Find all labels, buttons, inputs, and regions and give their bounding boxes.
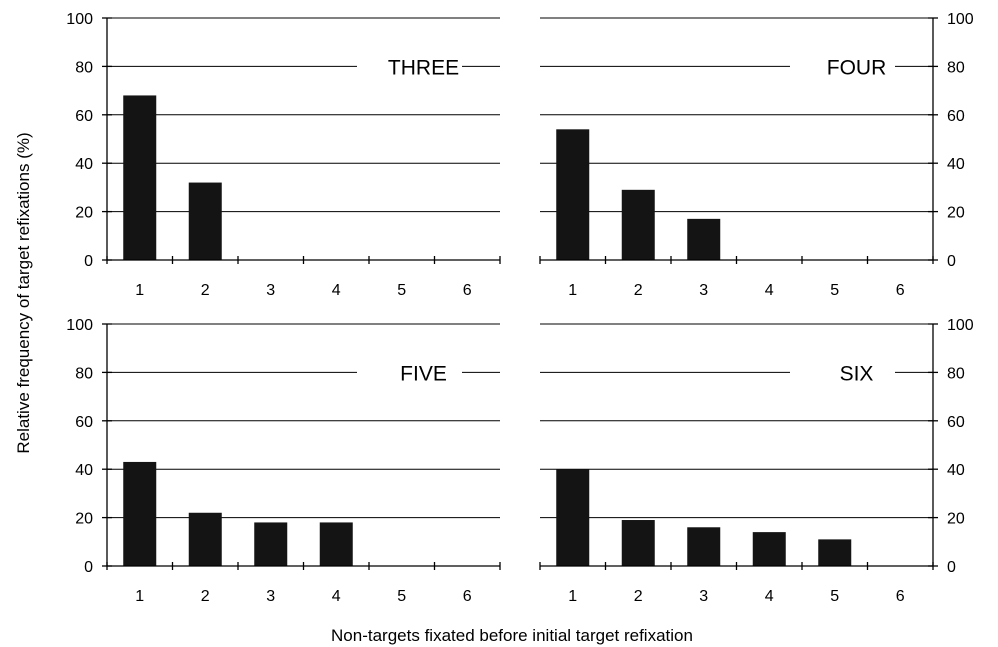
- x-tick-label: 2: [201, 282, 210, 299]
- x-tick-label: 6: [896, 588, 905, 605]
- panel-label: THREE: [388, 56, 459, 79]
- y-tick-label: 20: [947, 511, 965, 528]
- x-tick-label: 6: [896, 282, 905, 299]
- x-tick-label: 2: [634, 282, 643, 299]
- bar: [621, 520, 655, 566]
- x-tick-label: 6: [463, 282, 472, 299]
- y-tick-label: 100: [947, 317, 974, 334]
- panel-label: FOUR: [827, 56, 887, 79]
- y-tick-label: 60: [75, 108, 93, 125]
- x-tick-label: 6: [463, 588, 472, 605]
- bar: [556, 129, 590, 260]
- bar: [254, 522, 288, 566]
- x-tick-label: 3: [699, 282, 708, 299]
- bar: [818, 539, 852, 566]
- bar: [621, 189, 655, 260]
- y-tick-label: 60: [947, 108, 965, 125]
- x-tick-label: 5: [830, 282, 839, 299]
- x-tick-label: 5: [830, 588, 839, 605]
- y-tick-label: 20: [947, 205, 965, 222]
- x-tick-label: 4: [332, 282, 341, 299]
- y-tick-label: 80: [947, 365, 965, 382]
- y-tick-label: 40: [75, 462, 93, 479]
- bar: [752, 532, 786, 566]
- bar: [687, 218, 721, 260]
- panel-label: FIVE: [400, 362, 447, 385]
- y-tick-label: 80: [75, 365, 93, 382]
- y-tick-label: 60: [947, 414, 965, 431]
- bar: [123, 461, 157, 566]
- bar: [188, 182, 222, 260]
- y-tick-label: 40: [947, 462, 965, 479]
- y-tick-label: 80: [75, 59, 93, 76]
- y-tick-label: 20: [75, 511, 93, 528]
- y-tick-label: 100: [66, 11, 93, 28]
- x-tick-label: 4: [332, 588, 341, 605]
- y-tick-label: 80: [947, 59, 965, 76]
- x-tick-label: 3: [266, 282, 275, 299]
- y-tick-label: 60: [75, 414, 93, 431]
- y-tick-label: 20: [75, 205, 93, 222]
- x-tick-label: 2: [201, 588, 210, 605]
- x-tick-label: 5: [397, 588, 406, 605]
- x-tick-label: 2: [634, 588, 643, 605]
- x-tick-label: 1: [568, 588, 577, 605]
- x-tick-label: 3: [699, 588, 708, 605]
- y-axis-title: Relative frequency of target refixations…: [14, 132, 33, 453]
- x-tick-label: 1: [135, 588, 144, 605]
- y-tick-label: 40: [947, 156, 965, 173]
- panel-label: SIX: [840, 362, 874, 385]
- y-tick-label: 40: [75, 156, 93, 173]
- bar: [687, 527, 721, 566]
- bar: [319, 522, 353, 566]
- x-tick-label: 4: [765, 282, 774, 299]
- x-tick-label: 3: [266, 588, 275, 605]
- y-tick-label: 0: [84, 253, 93, 270]
- bar: [123, 95, 157, 260]
- bar: [556, 469, 590, 566]
- x-tick-label: 1: [135, 282, 144, 299]
- y-tick-label: 0: [947, 559, 956, 576]
- bar: [188, 512, 222, 566]
- x-axis-title: Non-targets fixated before initial targe…: [331, 626, 693, 645]
- y-tick-label: 100: [66, 317, 93, 334]
- y-tick-label: 0: [947, 253, 956, 270]
- y-tick-label: 0: [84, 559, 93, 576]
- x-tick-label: 5: [397, 282, 406, 299]
- x-tick-label: 1: [568, 282, 577, 299]
- x-tick-label: 4: [765, 588, 774, 605]
- y-tick-label: 100: [947, 11, 974, 28]
